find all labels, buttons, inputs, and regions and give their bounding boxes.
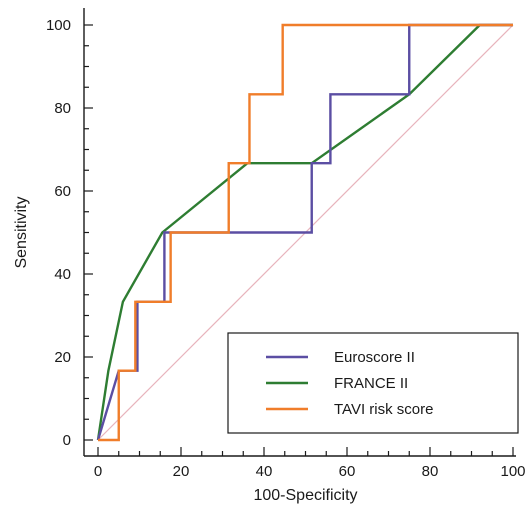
y-axis-title: Sensitivity (13, 196, 30, 268)
x-tick-label: 0 (94, 463, 102, 480)
legend-label-tavi-risk-score: TAVI risk score (334, 401, 433, 418)
x-tick-label: 60 (339, 463, 356, 480)
x-tick-label: 20 (173, 463, 190, 480)
y-tick-label: 80 (54, 100, 71, 117)
series-line-tavi-risk-score (98, 23, 513, 442)
plot-lines (96, 23, 514, 442)
legend: Euroscore II FRANCE II TAVI risk score (227, 332, 519, 434)
y-tick-label: 60 (54, 183, 71, 200)
legend-label-euroscore-ii: Euroscore II (334, 349, 415, 366)
y-tick-label: 0 (63, 432, 71, 449)
series-line-euroscore-ii (96, 23, 513, 441)
x-axis-title: 100-Specificity (253, 487, 357, 504)
y-tick-label: 100 (46, 17, 71, 34)
x-tick-label: 40 (256, 463, 273, 480)
axes: 0 20 40 60 80 100 0 20 40 60 80 100 (46, 8, 526, 480)
y-tick-label: 40 (54, 266, 71, 283)
x-tick-label: 100 (500, 463, 525, 480)
x-tick-label: 80 (422, 463, 439, 480)
y-tick-label: 20 (54, 349, 71, 366)
legend-label-france-ii: FRANCE II (334, 375, 408, 392)
